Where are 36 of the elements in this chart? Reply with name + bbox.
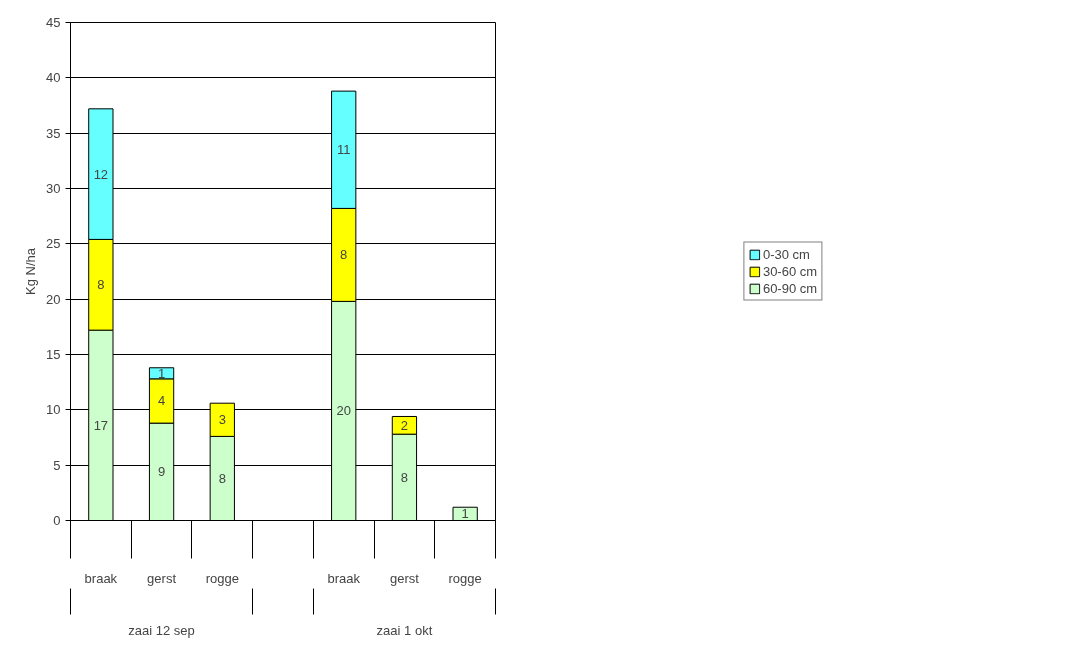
text: zaai 12 sep xyxy=(128,622,195,638)
data-label: 17 xyxy=(93,417,109,433)
y-tick-label: 30 xyxy=(46,181,61,196)
data-label: 1 xyxy=(157,365,166,381)
x-tick-label: rogge xyxy=(205,570,239,586)
data-label: 3 xyxy=(218,412,226,428)
text: zaai 1 okt xyxy=(376,622,433,638)
data-label: 20 xyxy=(336,403,351,419)
x-tick-label: braak xyxy=(84,570,118,586)
y-tick-label: 5 xyxy=(53,457,61,473)
y-tick-label: 15 xyxy=(46,347,61,362)
data-label: 9 xyxy=(157,464,166,480)
y-tick-label: 10 xyxy=(46,402,61,418)
x-tick-label: gerst xyxy=(389,570,420,586)
y-tick-label: 25 xyxy=(46,236,61,252)
x-tick-label: braak xyxy=(327,570,361,586)
data-label: 8 xyxy=(97,277,105,293)
y-tick-label: 20 xyxy=(46,291,61,307)
x-tick-label: gerst xyxy=(147,570,177,586)
data-label: 4 xyxy=(157,393,166,409)
legend-label: 30-60 cm xyxy=(762,263,818,279)
legend-label: 60-90 cm xyxy=(762,280,818,296)
data-label: 11 xyxy=(336,142,351,158)
y-tick-label: 0 xyxy=(53,513,61,528)
y-tick-label: 45 xyxy=(46,15,61,30)
data-label: 1 xyxy=(461,506,469,522)
data-label: 8 xyxy=(340,247,348,263)
data-label: 12 xyxy=(93,166,109,182)
y-tick-label: 35 xyxy=(46,125,61,141)
data-label: 8 xyxy=(218,470,226,486)
y-axis-title: Kg N/ha xyxy=(23,247,39,295)
legend-label: 0-30 cm xyxy=(762,246,810,262)
data-label: 8 xyxy=(400,469,409,485)
x-tick-label: rogge xyxy=(448,570,482,586)
y-tick-label: 40 xyxy=(46,70,61,86)
data-label: 2 xyxy=(400,417,409,433)
